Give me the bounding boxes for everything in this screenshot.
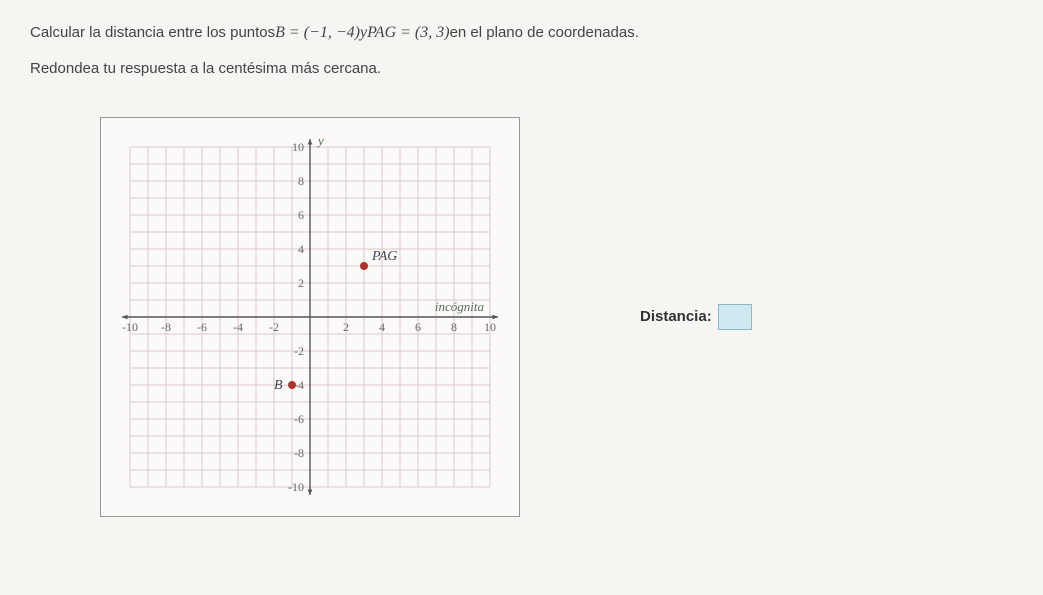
problem-statement: Calcular la distancia entre los puntosB …: [30, 20, 1013, 46]
coordinate-plane-svg: -10-8-6-4-2246810-10-8-6-4-2246810incógn…: [110, 127, 510, 507]
point2-name: PAG: [367, 24, 396, 41]
svg-text:-10: -10: [122, 320, 138, 334]
svg-text:4: 4: [379, 320, 385, 334]
problem-prefix: Calcular la distancia entre los puntos: [30, 24, 275, 41]
svg-text:10: 10: [484, 320, 496, 334]
svg-text:4: 4: [298, 242, 304, 256]
svg-text:-4: -4: [233, 320, 243, 334]
problem-suffix: en el plano de coordenadas.: [450, 24, 639, 41]
svg-text:2: 2: [343, 320, 349, 334]
answer-row: Distancia:: [640, 304, 752, 330]
svg-text:y: y: [316, 133, 324, 148]
content-row: -10-8-6-4-2246810-10-8-6-4-2246810incógn…: [30, 117, 1013, 517]
svg-text:-6: -6: [294, 412, 304, 426]
svg-text:-10: -10: [288, 480, 304, 494]
point1-name: B: [275, 24, 285, 41]
connector: y: [360, 24, 367, 41]
svg-text:-2: -2: [269, 320, 279, 334]
answer-input[interactable]: [718, 304, 752, 330]
svg-text:-6: -6: [197, 320, 207, 334]
svg-text:10: 10: [292, 140, 304, 154]
svg-text:-8: -8: [161, 320, 171, 334]
svg-text:6: 6: [415, 320, 421, 334]
answer-label: Distancia:: [640, 308, 712, 325]
svg-text:-2: -2: [294, 344, 304, 358]
eq2: =: [396, 24, 415, 41]
svg-text:8: 8: [451, 320, 457, 334]
coordinate-plane: -10-8-6-4-2246810-10-8-6-4-2246810incógn…: [100, 117, 520, 517]
svg-text:6: 6: [298, 208, 304, 222]
svg-text:2: 2: [298, 276, 304, 290]
svg-text:-8: -8: [294, 446, 304, 460]
rounding-instruction: Redondea tu respuesta a la centésima más…: [30, 60, 1013, 77]
eq1: =: [285, 24, 304, 41]
point2-coord: (3, 3): [415, 24, 450, 41]
svg-text:B: B: [274, 378, 283, 393]
svg-text:incógnita: incógnita: [435, 299, 485, 314]
point1-coord: (−1, −4): [304, 24, 360, 41]
svg-text:PAG: PAG: [371, 249, 397, 264]
svg-text:8: 8: [298, 174, 304, 188]
